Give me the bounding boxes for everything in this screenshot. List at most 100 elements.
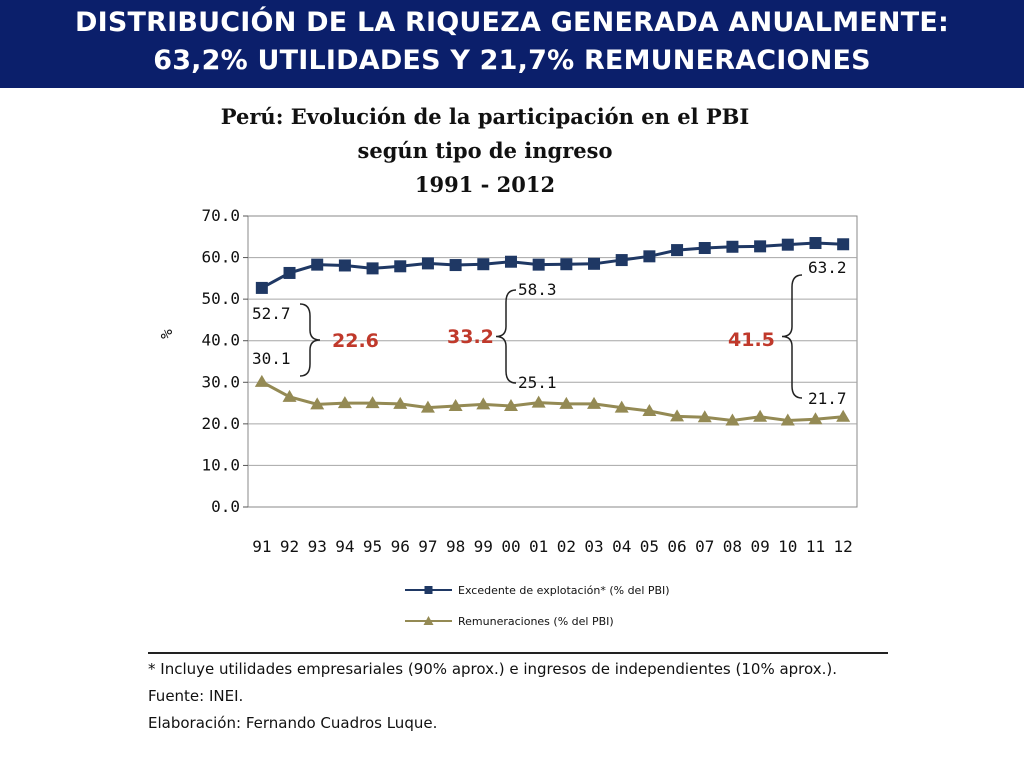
chart-title-line-1: Perú: Evolución de la participación en e… <box>220 104 750 129</box>
y-tick-label: 60.0 <box>201 248 240 267</box>
x-tick-label: 97 <box>418 537 437 556</box>
data-point <box>560 258 573 271</box>
data-point <box>310 397 325 410</box>
data-point <box>476 397 491 410</box>
x-tick-label: 92 <box>280 537 299 556</box>
x-tick-label: 93 <box>308 537 327 556</box>
x-tick-label: 08 <box>723 537 742 556</box>
y-tick-label: 70.0 <box>201 206 240 225</box>
header-line-1: DISTRIBUCIÓN DE LA RIQUEZA GENERADA ANUA… <box>75 7 949 38</box>
data-point <box>754 240 767 253</box>
series-line <box>261 241 844 290</box>
y-tick-label: 0.0 <box>211 497 240 516</box>
data-point <box>588 257 601 270</box>
annotation-left-top: 52.7 <box>252 304 291 323</box>
data-point <box>393 396 408 409</box>
data-point <box>698 242 711 255</box>
x-tick-label: 94 <box>335 537 354 556</box>
data-point <box>254 374 269 387</box>
x-tick-label: 06 <box>667 537 686 556</box>
data-point <box>365 396 380 409</box>
annotation-middle-brace <box>495 289 517 384</box>
data-point <box>781 238 794 251</box>
annotation-right-bottom: 21.7 <box>808 389 847 408</box>
data-point <box>726 240 739 253</box>
data-point <box>614 400 629 413</box>
data-point <box>420 400 435 413</box>
data-point <box>753 409 768 422</box>
annotation-left-bottom: 30.1 <box>252 349 291 368</box>
data-point <box>503 398 518 411</box>
data-point <box>504 255 517 268</box>
series-line <box>261 380 844 423</box>
data-point <box>615 254 628 267</box>
data-point <box>725 413 740 426</box>
data-point <box>531 395 546 408</box>
x-tick-label: 05 <box>640 537 659 556</box>
data-point <box>283 266 296 279</box>
x-tick-label: 98 <box>446 537 465 556</box>
data-point <box>671 244 684 257</box>
y-tick-label: 20.0 <box>201 414 240 433</box>
author-note: Elaboración: Fernando Cuadros Luque. <box>148 714 438 732</box>
data-point <box>394 260 407 273</box>
x-tick-label: 03 <box>584 537 603 556</box>
annotation-right-brace <box>781 274 803 399</box>
x-tick-label: 02 <box>557 537 576 556</box>
data-point <box>421 257 434 270</box>
x-tick-label: 12 <box>834 537 853 556</box>
legend-marker <box>423 616 434 625</box>
footnote: * Incluye utilidades empresariales (90% … <box>148 660 838 678</box>
data-point <box>477 258 490 271</box>
data-point <box>448 398 463 411</box>
chart-title-line-3: 1991 - 2012 <box>414 172 556 197</box>
source-note: Fuente: INEI. <box>148 687 244 705</box>
y-tick-label: 40.0 <box>201 331 240 350</box>
x-tick-label: 10 <box>778 537 797 556</box>
data-point <box>809 237 822 250</box>
data-point <box>338 259 351 272</box>
data-point <box>670 409 685 422</box>
data-point <box>337 396 352 409</box>
data-point <box>532 258 545 271</box>
header-banner: DISTRIBUCIÓN DE LA RIQUEZA GENERADA ANUA… <box>0 0 1024 88</box>
x-tick-label: 95 <box>363 537 382 556</box>
chart-title: Perú: Evolución de la participación en e… <box>160 100 810 202</box>
annotation-left-brace <box>299 303 321 377</box>
y-tick-label: 30.0 <box>201 372 240 391</box>
y-tick-label: 10.0 <box>201 455 240 474</box>
data-point <box>587 396 602 409</box>
data-point <box>836 409 851 422</box>
data-point <box>559 396 574 409</box>
data-point <box>837 238 850 251</box>
x-tick-label: 91 <box>252 537 271 556</box>
chart-notes: * Incluye utilidades empresariales (90% … <box>148 652 888 737</box>
x-tick-label: 07 <box>695 537 714 556</box>
chart-title-line-2: según tipo de ingreso <box>357 138 613 163</box>
data-point <box>311 258 324 271</box>
annotation-middle-bottom: 25.1 <box>518 373 557 392</box>
annotation-left-gap: 22.6 <box>332 330 379 352</box>
x-tick-label: 96 <box>391 537 410 556</box>
legend-label: Excedente de explotación* (% del PBI) <box>458 584 670 597</box>
legend-marker <box>424 586 433 594</box>
annotation-middle-top: 58.3 <box>518 280 557 299</box>
data-point <box>642 403 657 416</box>
x-tick-label: 11 <box>806 537 825 556</box>
data-point <box>449 259 462 272</box>
x-tick-label: 01 <box>529 537 548 556</box>
annotation-middle-gap: 33.2 <box>447 326 494 348</box>
annotation-right-top: 63.2 <box>808 258 847 277</box>
data-point <box>780 413 795 426</box>
data-point <box>255 281 268 294</box>
header-line-2: 63,2% UTILIDADES Y 21,7% REMUNERACIONES <box>153 45 871 76</box>
data-point <box>366 262 379 275</box>
y-axis-label: % <box>157 329 176 339</box>
legend-label: Remuneraciones (% del PBI) <box>458 615 614 628</box>
data-point <box>808 412 823 425</box>
data-point <box>643 250 656 263</box>
data-point <box>697 410 712 423</box>
y-tick-label: 50.0 <box>201 289 240 308</box>
x-tick-label: 09 <box>750 537 769 556</box>
